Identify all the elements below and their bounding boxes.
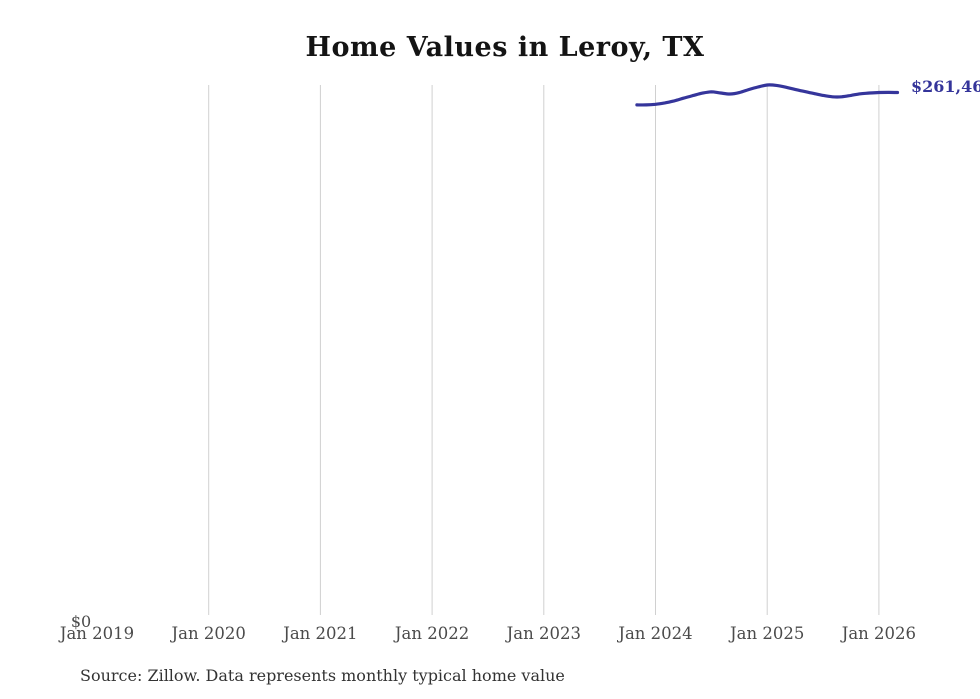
x-tick-label-jan-2026: Jan 2026 (841, 624, 917, 643)
x-tick-label-jan-2021: Jan 2021 (283, 624, 358, 643)
x-tick-label-jan-2024: Jan 2024 (618, 624, 693, 643)
y-axis-zero-label: $0 (70, 612, 92, 631)
x-tick-label-jan-2025: Jan 2025 (730, 624, 805, 643)
x-tick-label-jan-2022: Jan 2022 (394, 624, 470, 643)
source-note: Source: Zillow. Data represents monthly … (80, 666, 565, 685)
x-tick-label-jan-2020: Jan 2020 (171, 624, 246, 643)
x-tick-label-jan-2019: Jan 2019 (59, 624, 135, 643)
chart-title: Home Values in Leroy, TX (305, 32, 705, 63)
latest-value-label: $261,466 (911, 77, 980, 96)
home-value-line-series (635, 83, 900, 107)
vertical-gridlines (208, 85, 880, 615)
x-tick-label-jan-2023: Jan 2023 (506, 624, 581, 643)
